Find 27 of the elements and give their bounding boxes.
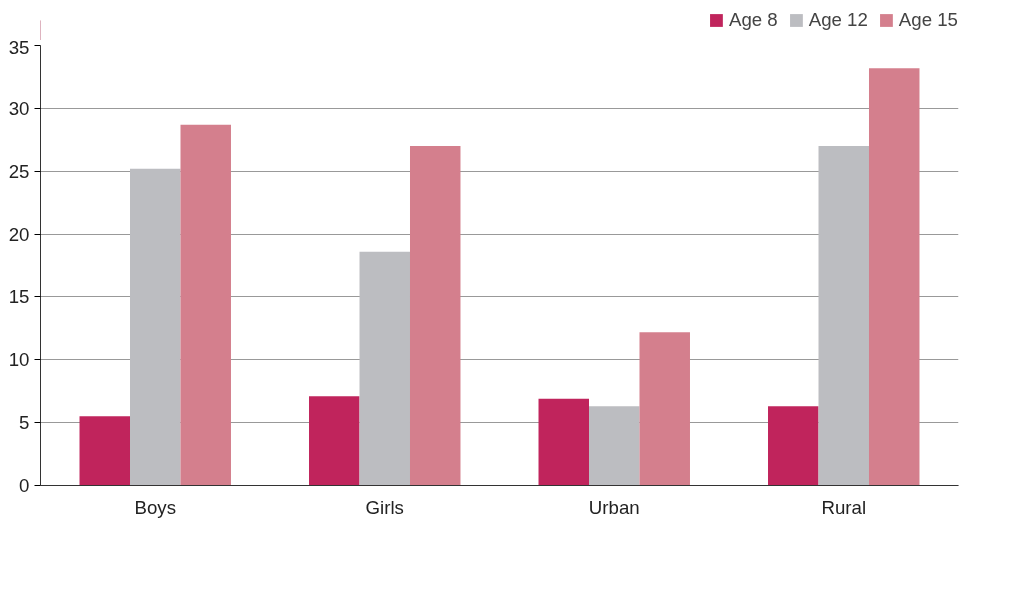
x-tick-label: Urban bbox=[588, 496, 640, 518]
bar bbox=[768, 406, 819, 486]
bar bbox=[180, 124, 231, 486]
y-tick-label: 20 bbox=[8, 223, 30, 245]
x-tick-label: Boys bbox=[134, 496, 176, 518]
bar bbox=[818, 146, 869, 486]
bar bbox=[79, 416, 131, 486]
y-tick-label: 15 bbox=[8, 286, 30, 308]
bar bbox=[868, 68, 920, 486]
y-tick-label: 35 bbox=[8, 36, 30, 58]
bar bbox=[639, 332, 690, 486]
x-tick-label: Girls bbox=[365, 496, 404, 518]
y-tick-label: 5 bbox=[19, 412, 30, 434]
y-tick-label: 0 bbox=[19, 475, 30, 496]
bar bbox=[309, 396, 360, 486]
legend-label: Age 15 bbox=[898, 9, 958, 31]
bar bbox=[538, 398, 590, 486]
legend-label: Age 12 bbox=[808, 9, 868, 31]
y-tick-label: 10 bbox=[8, 349, 30, 371]
legend-label: Age 8 bbox=[728, 9, 778, 31]
bar bbox=[589, 406, 640, 486]
x-tick-label: Rural bbox=[821, 496, 867, 518]
bar bbox=[130, 168, 181, 486]
y-tick-label: 30 bbox=[8, 97, 30, 119]
bar bbox=[409, 146, 461, 486]
y-tick-label: 25 bbox=[8, 160, 30, 182]
bar bbox=[359, 251, 410, 486]
